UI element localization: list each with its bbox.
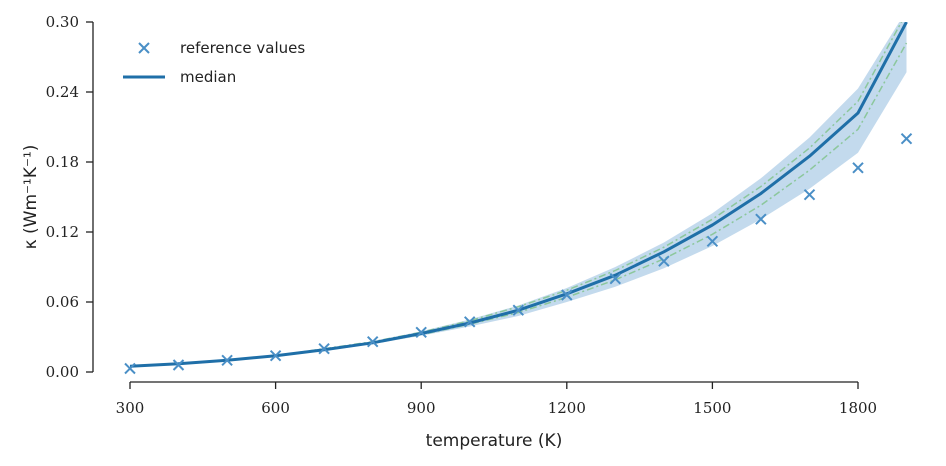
y-tick-label: 0.12 — [46, 223, 79, 241]
reference-point — [172, 359, 185, 371]
y-ticks: 0.00 0.06 0.12 0.18 0.24 0.30 — [46, 13, 93, 381]
y-axis-title: κ (Wm⁻¹K⁻¹) — [21, 145, 41, 250]
uncertainty-band — [130, 22, 907, 367]
reference-point — [221, 354, 233, 367]
sample-curve-2 — [129, 42, 908, 367]
axes — [92, 22, 858, 383]
reference-point — [803, 188, 816, 201]
reference-point — [512, 304, 525, 316]
x-tick-label: 900 — [407, 399, 436, 417]
reference-point — [269, 349, 282, 362]
y-tick-label: 0.18 — [46, 153, 79, 171]
x-tick-label: 300 — [116, 399, 145, 417]
reference-point — [706, 235, 719, 248]
reference-point — [366, 335, 379, 348]
reference-point — [900, 132, 913, 145]
x-tick-label: 600 — [261, 399, 290, 417]
reference-point — [318, 342, 330, 355]
x-tick-label: 1200 — [548, 399, 586, 417]
x-ticks: 300 600 900 1200 1500 1800 — [116, 382, 877, 417]
x-tick-label: 1800 — [839, 399, 877, 417]
reference-point — [124, 362, 136, 375]
reference-point — [463, 316, 476, 328]
legend-label-reference: reference values — [180, 39, 305, 57]
legend: reference values median — [123, 39, 305, 86]
y-tick-label: 0.00 — [46, 363, 79, 381]
y-tick-label: 0.24 — [46, 83, 79, 101]
reference-point — [755, 213, 767, 225]
uncertainty-band-layer — [130, 22, 907, 367]
reference-point — [852, 162, 864, 174]
reference-point — [658, 255, 670, 267]
legend-label-median: median — [180, 68, 236, 86]
x-axis-title: temperature (K) — [426, 431, 563, 451]
reference-point — [609, 272, 622, 285]
reference-point — [415, 326, 427, 339]
legend-marker-reference — [138, 42, 150, 54]
reference-points-layer — [124, 132, 913, 375]
y-tick-label: 0.06 — [46, 293, 79, 311]
sample-curves-layer — [129, 22, 908, 367]
reference-point — [561, 289, 573, 301]
y-tick-label: 0.30 — [46, 13, 79, 31]
sample-curve-1 — [129, 22, 903, 367]
x-tick-label: 1500 — [693, 399, 731, 417]
